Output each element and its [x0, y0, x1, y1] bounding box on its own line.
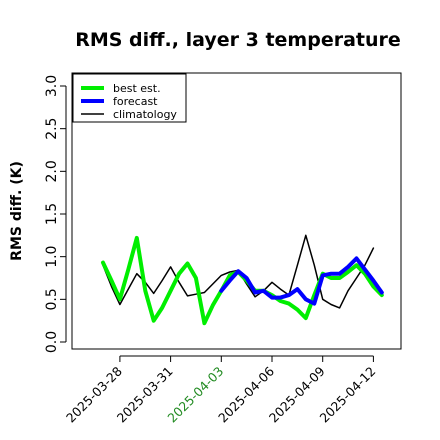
y-tick-label: 2.5: [44, 118, 60, 140]
y-tick-label: 3.0: [44, 75, 60, 97]
chart-title: RMS diff., layer 3 temperature: [75, 29, 401, 51]
series-line-forecast: [219, 256, 384, 306]
legend-label: climatology: [113, 108, 177, 121]
y-tick-label: 2.0: [44, 160, 60, 182]
y-tick-label: 0.5: [44, 288, 60, 310]
y-tick-label: 0.0: [44, 331, 60, 353]
plot-frame: [71, 72, 402, 350]
x-axis: 2025-03-282025-03-312025-04-032025-04-06…: [63, 355, 379, 425]
y-tick-label: 1.5: [44, 203, 60, 225]
legend-label: forecast: [113, 95, 158, 108]
legend-label: best est.: [113, 82, 161, 95]
y-axis: 0.0 0.5 1.0 1.5 2.0 2.5 3.0: [44, 75, 67, 353]
series-layer: [101, 234, 384, 326]
y-axis-label: RMS diff. (K): [9, 161, 25, 261]
series-line-best-est: [101, 235, 384, 326]
y-tick-label: 1.0: [44, 246, 60, 268]
